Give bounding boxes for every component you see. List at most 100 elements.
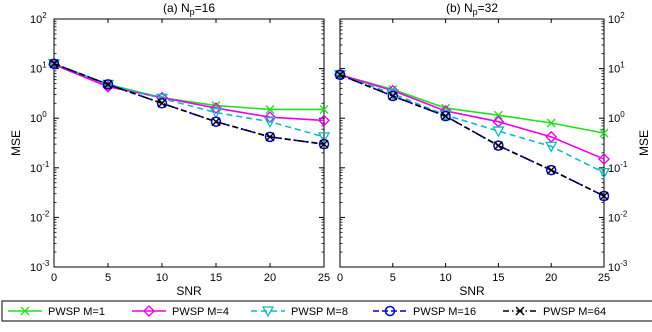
series-pwsp-m-1 [335, 70, 609, 138]
x-axis-label: SNR [459, 284, 485, 298]
x-tick-label: 10 [439, 272, 451, 284]
series-pwsp-m-4 [48, 58, 330, 127]
series-line [53, 63, 325, 145]
chart-title: (a) Np=16 [163, 1, 215, 17]
y-tick-label: 10-1 [608, 160, 628, 175]
data-point [318, 138, 330, 150]
data-point [441, 111, 451, 121]
x-tick-label: 0 [51, 272, 57, 284]
y-tick-base: 10 [30, 163, 42, 175]
y-tick-exponent: -2 [620, 209, 628, 218]
series-line [339, 74, 605, 134]
data-point [598, 190, 610, 202]
legend-label: PWSP M=4 [172, 306, 229, 318]
data-point [263, 117, 277, 129]
y-tick-label: 101 [30, 61, 47, 76]
data-point [546, 118, 556, 128]
chart-title-main: (b) N [446, 1, 473, 15]
series-pwsp-m-8 [333, 70, 611, 179]
y-tick-label: 100 [30, 110, 47, 125]
chart-title-subscript: p [473, 7, 478, 17]
series-pwsp-m-64 [49, 59, 329, 149]
y-tick-base: 10 [30, 14, 42, 26]
y-tick-exponent: 2 [620, 11, 625, 20]
data-point [211, 117, 221, 127]
y-tick-base: 10 [608, 64, 620, 76]
y-tick-base: 10 [30, 113, 42, 125]
legend-box [1, 300, 652, 322]
data-point [210, 102, 222, 115]
data-point [49, 59, 59, 69]
x-tick-label: 25 [598, 272, 610, 284]
data-point [598, 153, 610, 166]
data-point [546, 165, 556, 175]
y-tick-base: 10 [30, 64, 42, 76]
series-pwsp-m-64 [335, 70, 609, 201]
x-axis-label: SNR [176, 284, 202, 298]
legend-item: PWSP M=1 [8, 306, 105, 318]
data-point [493, 141, 503, 151]
legend-marker [143, 305, 155, 317]
data-point [209, 107, 223, 119]
plot-frame [53, 18, 325, 268]
data-point [319, 139, 329, 149]
y-tick-exponent: 0 [620, 110, 625, 119]
y-axis-label: MSE [637, 130, 651, 156]
series-line [339, 74, 605, 197]
series-line [339, 74, 605, 160]
y-tick-exponent: -1 [620, 160, 628, 169]
x-tick-label: 20 [545, 272, 557, 284]
series-pwsp-m-16 [48, 58, 330, 150]
y-tick-base: 10 [608, 212, 620, 224]
y-tick-exponent: -3 [42, 259, 50, 268]
data-point [388, 91, 398, 101]
data-point [335, 70, 345, 80]
y-tick-base: 10 [608, 262, 620, 274]
legend-item: PWSP M=64 [503, 306, 606, 318]
data-point [492, 126, 505, 138]
legend-item: PWSP M=8 [251, 306, 348, 318]
legend-item: PWSP M=4 [132, 305, 229, 318]
series-line [53, 63, 325, 122]
chart-title-main: (a) N [163, 1, 190, 15]
data-point [597, 167, 611, 179]
y-tick-label: 102 [608, 11, 625, 26]
series-line [53, 63, 325, 145]
x-tick-label: 5 [105, 272, 111, 284]
y-tick-exponent: -1 [42, 160, 50, 169]
data-point [102, 79, 114, 90]
data-point [599, 128, 609, 138]
series-line [339, 74, 605, 174]
y-tick-label: 100 [608, 110, 625, 125]
legend-label: PWSP M=1 [48, 306, 105, 318]
chart-title-suffix: =32 [478, 1, 499, 15]
series-pwsp-m-16 [334, 69, 610, 202]
y-axis-label: MSE [9, 130, 23, 156]
y-tick-label: 10-1 [30, 160, 50, 175]
legend-label: PWSP M=8 [291, 306, 348, 318]
y-tick-exponent: 0 [42, 110, 47, 119]
x-tick-label: 10 [156, 272, 168, 284]
chart-title-suffix: =16 [195, 1, 216, 15]
data-point [334, 69, 346, 81]
data-point [440, 110, 451, 122]
y-tick-base: 10 [608, 163, 620, 175]
data-point [156, 98, 168, 109]
x-tick-label: 5 [390, 272, 396, 284]
chart-title: (b) Np=32 [446, 1, 498, 17]
legend-label: PWSP M=64 [543, 306, 606, 318]
data-point [317, 132, 331, 144]
data-point [319, 104, 329, 114]
legend-marker [20, 306, 30, 316]
y-tick-base: 10 [608, 113, 620, 125]
data-point [265, 104, 275, 114]
y-tick-label: 10-2 [608, 209, 628, 224]
data-point [545, 164, 557, 176]
chart-title-subscript: p [190, 7, 195, 17]
y-tick-base: 10 [608, 14, 620, 26]
x-tick-label: 0 [337, 272, 343, 284]
y-tick-exponent: 2 [42, 11, 47, 20]
